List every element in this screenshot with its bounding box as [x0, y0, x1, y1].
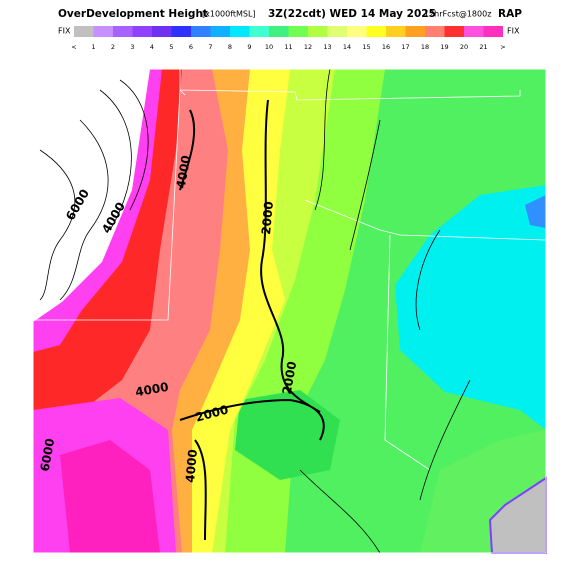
contour-label: 4000: [174, 154, 194, 189]
color-swatch: [327, 26, 347, 37]
color-bar-label: 7: [208, 43, 212, 51]
contour-label: 4000: [134, 380, 169, 400]
color-swatch: [113, 26, 133, 37]
color-swatch: [74, 26, 94, 37]
color-swatch: [249, 26, 269, 37]
color-bar-label: 15: [362, 43, 370, 51]
forecast: 12hrFcst@1800z: [424, 10, 491, 19]
color-bar: <1 2 3 4 5 6 7 8 9 10 11 12 13 14 15 16 17 18 19 20 21 >: [71, 26, 506, 51]
valid-time: 3Z(22cdt) WED 14 May 2025: [268, 8, 436, 20]
contour-label: 6000: [38, 437, 58, 472]
color-swatch: [93, 26, 113, 37]
color-bar-label: 8: [228, 43, 232, 51]
color-bar-label: 19: [440, 43, 448, 51]
field-white: [33, 69, 150, 322]
color-bar-label: 2: [111, 43, 115, 51]
color-swatch: [386, 26, 406, 37]
color-swatch: [347, 26, 367, 37]
color-swatch: [464, 26, 484, 37]
color-bar-label: <: [71, 43, 76, 51]
color-bar-label: 14: [343, 43, 351, 51]
contours-major: [179, 99, 325, 541]
color-bar-label: 21: [479, 43, 487, 51]
fix-right: FIX: [507, 27, 520, 36]
color-swatch: [405, 26, 425, 37]
contours-east: [299, 68, 471, 554]
color-bar-label: 5: [169, 43, 173, 51]
color-bar-label: >: [500, 43, 505, 51]
field-green-mid: [235, 390, 340, 480]
contour-label: 2000: [280, 360, 300, 395]
fix-left: FIX: [58, 27, 71, 36]
color-swatch: [230, 26, 250, 37]
color-swatch: [171, 26, 191, 37]
color-bar-label: 6: [189, 43, 193, 51]
color-bar-label: 4: [150, 43, 154, 51]
color-bar-label: 1: [91, 43, 95, 51]
color-swatch: [444, 26, 464, 37]
contour-label: 2000: [259, 201, 276, 235]
map-frame: [32, 68, 547, 554]
field-cyan: [395, 185, 546, 430]
contours-west: [39, 79, 149, 301]
contour-label: 4000: [183, 449, 200, 483]
state-borders: [33, 69, 546, 471]
field-magenta-deep: [60, 440, 160, 553]
color-bar-label: 18: [421, 43, 429, 51]
color-bar-label: 10: [265, 43, 273, 51]
color-bar-label: 16: [382, 43, 390, 51]
color-bar-label: 11: [284, 43, 292, 51]
model: RAP: [498, 8, 522, 20]
color-swatch: [366, 26, 386, 37]
color-swatch: [483, 26, 503, 37]
color-swatch: [152, 26, 172, 37]
color-swatch: [308, 26, 328, 37]
color-bar-label: 20: [460, 43, 468, 51]
color-swatch: [132, 26, 152, 37]
color-bar-label: 3: [130, 43, 134, 51]
color-swatch: [210, 26, 230, 37]
color-swatch: [269, 26, 289, 37]
color-bar-label: 17: [401, 43, 409, 51]
color-bar-label: 13: [323, 43, 331, 51]
color-swatch: [425, 26, 445, 37]
color-bar-label: 12: [304, 43, 312, 51]
color-bar-label: 9: [247, 43, 251, 51]
field-blue: [525, 195, 546, 228]
color-swatch: [288, 26, 308, 37]
units: [x1000ftMSL]: [202, 10, 256, 19]
title: OverDevelopment Height: [58, 8, 208, 20]
color-swatch: [191, 26, 211, 37]
